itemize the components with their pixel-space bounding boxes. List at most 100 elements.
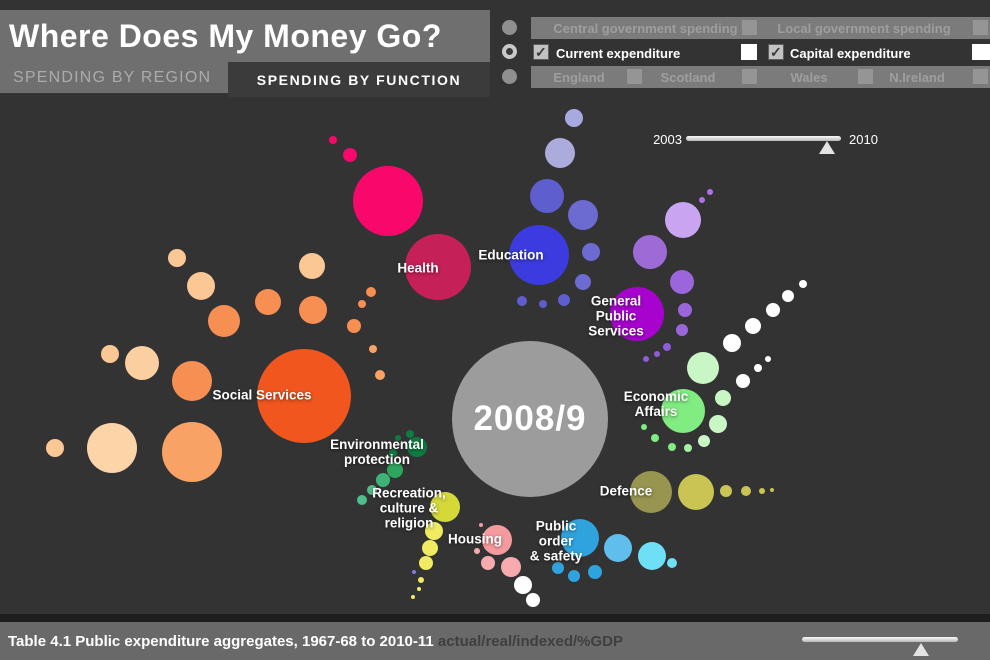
bubble-economic-affairs[interactable] xyxy=(661,389,705,433)
bubble-social-services[interactable] xyxy=(46,439,64,457)
bubble-general-public-services[interactable] xyxy=(633,235,667,269)
bubble-public-order-safety[interactable] xyxy=(561,519,599,557)
bubble-environmental-protection[interactable] xyxy=(406,430,414,438)
bubble-economic-affairs[interactable] xyxy=(684,444,692,452)
bubble-health[interactable] xyxy=(405,234,471,300)
bubble-other-unlabeled[interactable] xyxy=(799,280,807,288)
year-bubble[interactable]: 2008/9 xyxy=(452,341,608,497)
bubble-social-services[interactable] xyxy=(162,422,222,482)
bubble-general-public-services[interactable] xyxy=(610,287,664,341)
bubble-education[interactable] xyxy=(545,138,575,168)
bubble-public-order-safety[interactable] xyxy=(604,534,632,562)
bubble-environmental-protection[interactable] xyxy=(367,485,377,495)
bubble-other-unlabeled[interactable] xyxy=(765,356,771,362)
bubble-housing[interactable] xyxy=(501,557,521,577)
bubble-social-services[interactable] xyxy=(208,305,240,337)
radio-country[interactable] xyxy=(502,69,517,84)
bubble-recreation-culture-religion[interactable] xyxy=(417,587,421,591)
bubble-education[interactable] xyxy=(582,243,600,261)
bubble-economic-affairs[interactable] xyxy=(641,424,647,430)
bubble-housing[interactable] xyxy=(481,556,495,570)
bubble-other-unlabeled[interactable] xyxy=(745,318,761,334)
checkbox-current-expenditure[interactable] xyxy=(533,44,549,61)
bubble-housing[interactable] xyxy=(514,576,532,594)
bubble-economic-affairs[interactable] xyxy=(668,443,676,451)
tab-spending-by-region[interactable]: SPENDING BY REGION xyxy=(0,62,228,93)
bubble-defence[interactable] xyxy=(720,485,732,497)
bubble-general-public-services[interactable] xyxy=(654,351,660,357)
bubble-health[interactable] xyxy=(343,148,357,162)
option-scotland[interactable]: Scotland xyxy=(660,70,716,85)
bubble-housing[interactable] xyxy=(526,593,540,607)
bubble-housing[interactable] xyxy=(482,525,512,555)
bubble-recreation-culture-religion[interactable] xyxy=(430,492,460,522)
bubble-health[interactable] xyxy=(353,166,423,236)
bubble-social-services[interactable] xyxy=(366,287,376,297)
bubble-social-services[interactable] xyxy=(369,345,377,353)
bubble-public-order-safety[interactable] xyxy=(552,562,564,574)
bubble-defence[interactable] xyxy=(630,471,672,513)
bubble-public-order-safety[interactable] xyxy=(588,565,602,579)
bubble-education[interactable] xyxy=(558,294,570,306)
bubble-social-services[interactable] xyxy=(375,370,385,380)
tab-spending-by-function[interactable]: SPENDING BY FUNCTION xyxy=(228,62,490,97)
bubble-social-services[interactable] xyxy=(87,423,137,473)
bubble-housing[interactable] xyxy=(474,548,480,554)
bubble-public-order-safety[interactable] xyxy=(568,570,580,582)
bubble-social-services[interactable] xyxy=(172,361,212,401)
radio-government-level[interactable] xyxy=(502,20,517,35)
bubble-general-public-services[interactable] xyxy=(699,197,705,203)
bubble-recreation-culture-religion[interactable] xyxy=(411,595,415,599)
bubble-housing[interactable] xyxy=(479,523,483,527)
option-capital-expenditure[interactable]: Capital expenditure xyxy=(790,46,911,61)
bubble-general-public-services[interactable] xyxy=(663,343,671,351)
bubble-economic-affairs[interactable] xyxy=(651,434,659,442)
option-central-government-spending[interactable]: Central government spending xyxy=(553,21,738,36)
footer-slider-handle-icon[interactable] xyxy=(913,643,929,656)
bubble-environmental-protection[interactable] xyxy=(387,462,403,478)
bubble-general-public-services[interactable] xyxy=(665,202,701,238)
bubble-recreation-culture-religion[interactable] xyxy=(425,522,443,540)
radio-expenditure-type[interactable] xyxy=(502,44,517,59)
bubble-recreation-culture-religion[interactable] xyxy=(412,570,416,574)
bubble-social-services[interactable] xyxy=(358,300,366,308)
bubble-economic-affairs[interactable] xyxy=(687,352,719,384)
bubble-defence[interactable] xyxy=(759,488,765,494)
bubble-environmental-protection[interactable] xyxy=(395,435,401,441)
footer-slider-track[interactable] xyxy=(802,637,958,642)
bubble-social-services[interactable] xyxy=(125,346,159,380)
option-n-ireland[interactable]: N.Ireland xyxy=(889,70,945,85)
bubble-other-unlabeled[interactable] xyxy=(782,290,794,302)
bubble-social-services[interactable] xyxy=(187,272,215,300)
bubble-recreation-culture-religion[interactable] xyxy=(422,540,438,556)
bubble-general-public-services[interactable] xyxy=(643,356,649,362)
bubble-education[interactable] xyxy=(517,296,527,306)
checkbox-capital-expenditure[interactable] xyxy=(768,44,784,61)
bubble-education[interactable] xyxy=(568,200,598,230)
bubble-health[interactable] xyxy=(329,136,337,144)
bubble-education[interactable] xyxy=(565,109,583,127)
bubble-economic-affairs[interactable] xyxy=(709,415,727,433)
bubble-defence[interactable] xyxy=(741,486,751,496)
bubble-environmental-protection[interactable] xyxy=(376,473,390,487)
bubble-recreation-culture-religion[interactable] xyxy=(419,556,433,570)
timeline-handle-icon[interactable] xyxy=(819,141,835,154)
bubble-education[interactable] xyxy=(509,225,569,285)
option-current-expenditure[interactable]: Current expenditure xyxy=(556,46,681,61)
bubble-social-services[interactable] xyxy=(299,253,325,279)
bubble-social-services[interactable] xyxy=(168,249,186,267)
option-england[interactable]: England xyxy=(553,70,605,85)
bubble-general-public-services[interactable] xyxy=(707,189,713,195)
bubble-other-unlabeled[interactable] xyxy=(766,303,780,317)
bubble-defence[interactable] xyxy=(770,488,774,492)
bubble-social-services[interactable] xyxy=(101,345,119,363)
bubble-general-public-services[interactable] xyxy=(676,324,688,336)
bubble-social-services[interactable] xyxy=(347,319,361,333)
option-wales[interactable]: Wales xyxy=(790,70,828,85)
bubble-social-services[interactable] xyxy=(299,296,327,324)
bubble-recreation-culture-religion[interactable] xyxy=(418,577,424,583)
option-local-government-spending[interactable]: Local government spending xyxy=(777,21,951,36)
bubble-other-unlabeled[interactable] xyxy=(723,334,741,352)
bubble-public-order-safety[interactable] xyxy=(667,558,677,568)
bubble-economic-affairs[interactable] xyxy=(698,435,710,447)
